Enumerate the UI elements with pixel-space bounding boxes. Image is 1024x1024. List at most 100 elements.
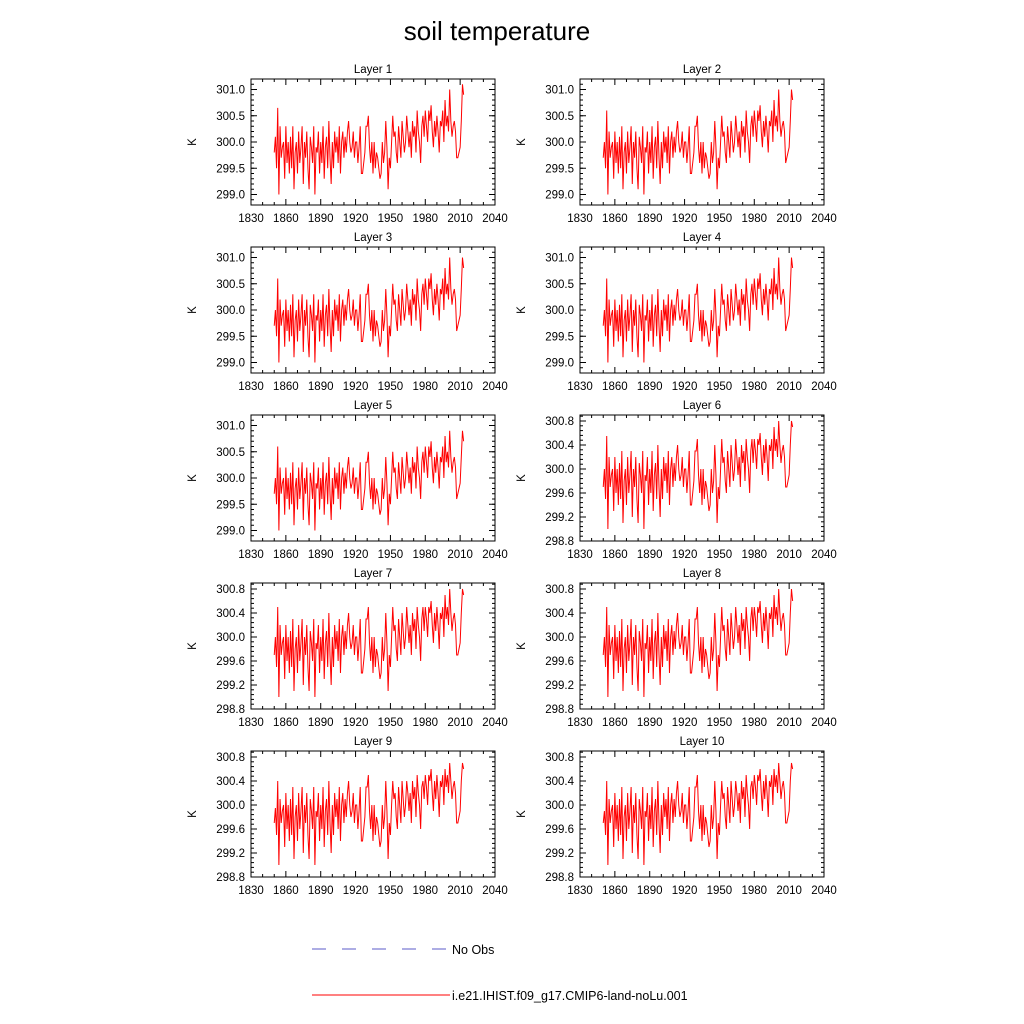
x-tick-label: 1920: [672, 717, 698, 729]
x-tick-label: 1950: [378, 381, 404, 393]
x-tick-label: 2040: [811, 381, 837, 393]
y-tick-label: 300.8: [216, 584, 245, 596]
series-line-1: [273, 762, 465, 866]
legend-model-label: i.e21.IHIST.f09_g17.CMIP6-land-noLu.001: [452, 989, 688, 1003]
y-tick-label: 300.0: [545, 464, 574, 476]
x-tick-label: 1830: [567, 717, 593, 729]
x-tick-label: 2040: [482, 381, 508, 393]
x-tick-label: 1860: [602, 549, 628, 561]
panel-title: Layer 6: [683, 400, 721, 412]
x-tick-label: 2010: [447, 885, 473, 897]
x-tick-label: 1980: [412, 213, 438, 225]
x-tick-label: 1860: [602, 381, 628, 393]
x-tick-label: 1980: [741, 717, 767, 729]
y-axis-label: K: [187, 474, 199, 482]
panel-7: Layer 7 1830 1860 1890 1920 1950 1980 2010 2040 2…: [187, 568, 508, 729]
x-tick-label: 1890: [637, 717, 663, 729]
y-tick-label: 300.0: [545, 632, 574, 644]
panel-title: Layer 8: [683, 568, 721, 580]
y-tick-label: 299.5: [216, 499, 245, 511]
x-tick-label: 1950: [378, 213, 404, 225]
series-line-1: [273, 430, 465, 531]
plot-frame: [579, 246, 825, 374]
plot-frame: [579, 78, 825, 206]
y-tick-label: 301.0: [545, 253, 574, 265]
x-tick-label: 1830: [238, 213, 264, 225]
series-line-1: [602, 762, 794, 866]
x-tick-label: 1830: [567, 885, 593, 897]
x-tick-label: 2040: [811, 549, 837, 561]
x-tick-label: 2040: [482, 885, 508, 897]
x-tick-label: 1920: [672, 549, 698, 561]
x-tick-label: 1950: [707, 549, 733, 561]
y-tick-label: 300.4: [545, 440, 574, 452]
x-tick-label: 1920: [672, 381, 698, 393]
y-tick-label: 300.0: [216, 137, 245, 149]
panel-1: Layer 1 1830 1860 1890 1920 1950 1980 2010 2040 2…: [187, 64, 508, 225]
y-tick-label: 299.5: [216, 163, 245, 175]
x-tick-label: 1830: [238, 549, 264, 561]
x-tick-label: 1890: [308, 381, 334, 393]
x-tick-label: 2040: [482, 549, 508, 561]
y-axis-label: K: [187, 306, 199, 314]
plot-frame: [250, 582, 496, 710]
panel-title: Layer 9: [354, 736, 392, 748]
y-tick-label: 300.5: [545, 111, 574, 123]
panel-title: Layer 4: [683, 232, 722, 244]
x-tick-label: 1950: [378, 549, 404, 561]
y-tick-label: 299.0: [216, 358, 245, 370]
x-tick-label: 2010: [447, 549, 473, 561]
x-tick-label: 1890: [637, 213, 663, 225]
y-tick-label: 299.2: [545, 512, 574, 524]
panel-8: Layer 8 1830 1860 1890 1920 1950 1980 2010 2040 2…: [516, 568, 837, 729]
x-tick-label: 1980: [412, 381, 438, 393]
x-tick-label: 1860: [273, 213, 299, 225]
y-tick-label: 300.8: [545, 752, 574, 764]
x-tick-label: 1980: [412, 549, 438, 561]
x-tick-label: 2040: [811, 885, 837, 897]
y-axis-label: K: [187, 810, 199, 818]
y-tick-label: 299.5: [545, 331, 574, 343]
y-axis-label: K: [516, 810, 528, 818]
x-tick-label: 1890: [308, 213, 334, 225]
x-tick-label: 1980: [741, 213, 767, 225]
plot-frame: [250, 414, 496, 542]
x-tick-label: 1890: [308, 549, 334, 561]
x-tick-label: 1830: [567, 213, 593, 225]
y-tick-label: 300.4: [216, 776, 245, 788]
series-line-1: [273, 84, 465, 195]
x-tick-label: 1950: [707, 381, 733, 393]
y-axis-label: K: [516, 306, 528, 314]
x-tick-label: 1830: [567, 381, 593, 393]
panel-6: Layer 6 1830 1860 1890 1920 1950 1980 2010 2040 2…: [516, 400, 837, 561]
y-tick-label: 299.0: [545, 358, 574, 370]
y-tick-label: 299.2: [216, 848, 245, 860]
y-tick-label: 299.5: [216, 331, 245, 343]
x-tick-label: 2010: [447, 213, 473, 225]
legend-obs-label: No Obs: [452, 943, 494, 957]
y-axis-label: K: [187, 642, 199, 650]
y-tick-label: 301.0: [216, 85, 245, 97]
plot-frame: [579, 414, 825, 542]
x-tick-label: 1890: [637, 381, 663, 393]
panels: Layer 1 1830 1860 1890 1920 1950 1980 2010 2040 2…: [187, 64, 837, 897]
y-tick-label: 300.0: [216, 305, 245, 317]
x-tick-label: 2040: [482, 717, 508, 729]
x-tick-label: 1860: [602, 885, 628, 897]
x-tick-label: 1920: [672, 885, 698, 897]
panel-title: Layer 2: [683, 64, 721, 76]
x-tick-label: 1890: [637, 549, 663, 561]
y-axis-label: K: [516, 138, 528, 146]
x-tick-label: 1980: [741, 381, 767, 393]
x-tick-label: 1980: [741, 885, 767, 897]
y-tick-label: 300.0: [545, 137, 574, 149]
x-tick-label: 1890: [637, 885, 663, 897]
y-axis-label: K: [516, 642, 528, 650]
x-tick-label: 1890: [308, 885, 334, 897]
y-axis-label: K: [187, 138, 199, 146]
x-tick-label: 1830: [238, 381, 264, 393]
x-tick-label: 1950: [378, 885, 404, 897]
panel-title: Layer 10: [680, 736, 725, 748]
x-tick-label: 1830: [567, 549, 593, 561]
